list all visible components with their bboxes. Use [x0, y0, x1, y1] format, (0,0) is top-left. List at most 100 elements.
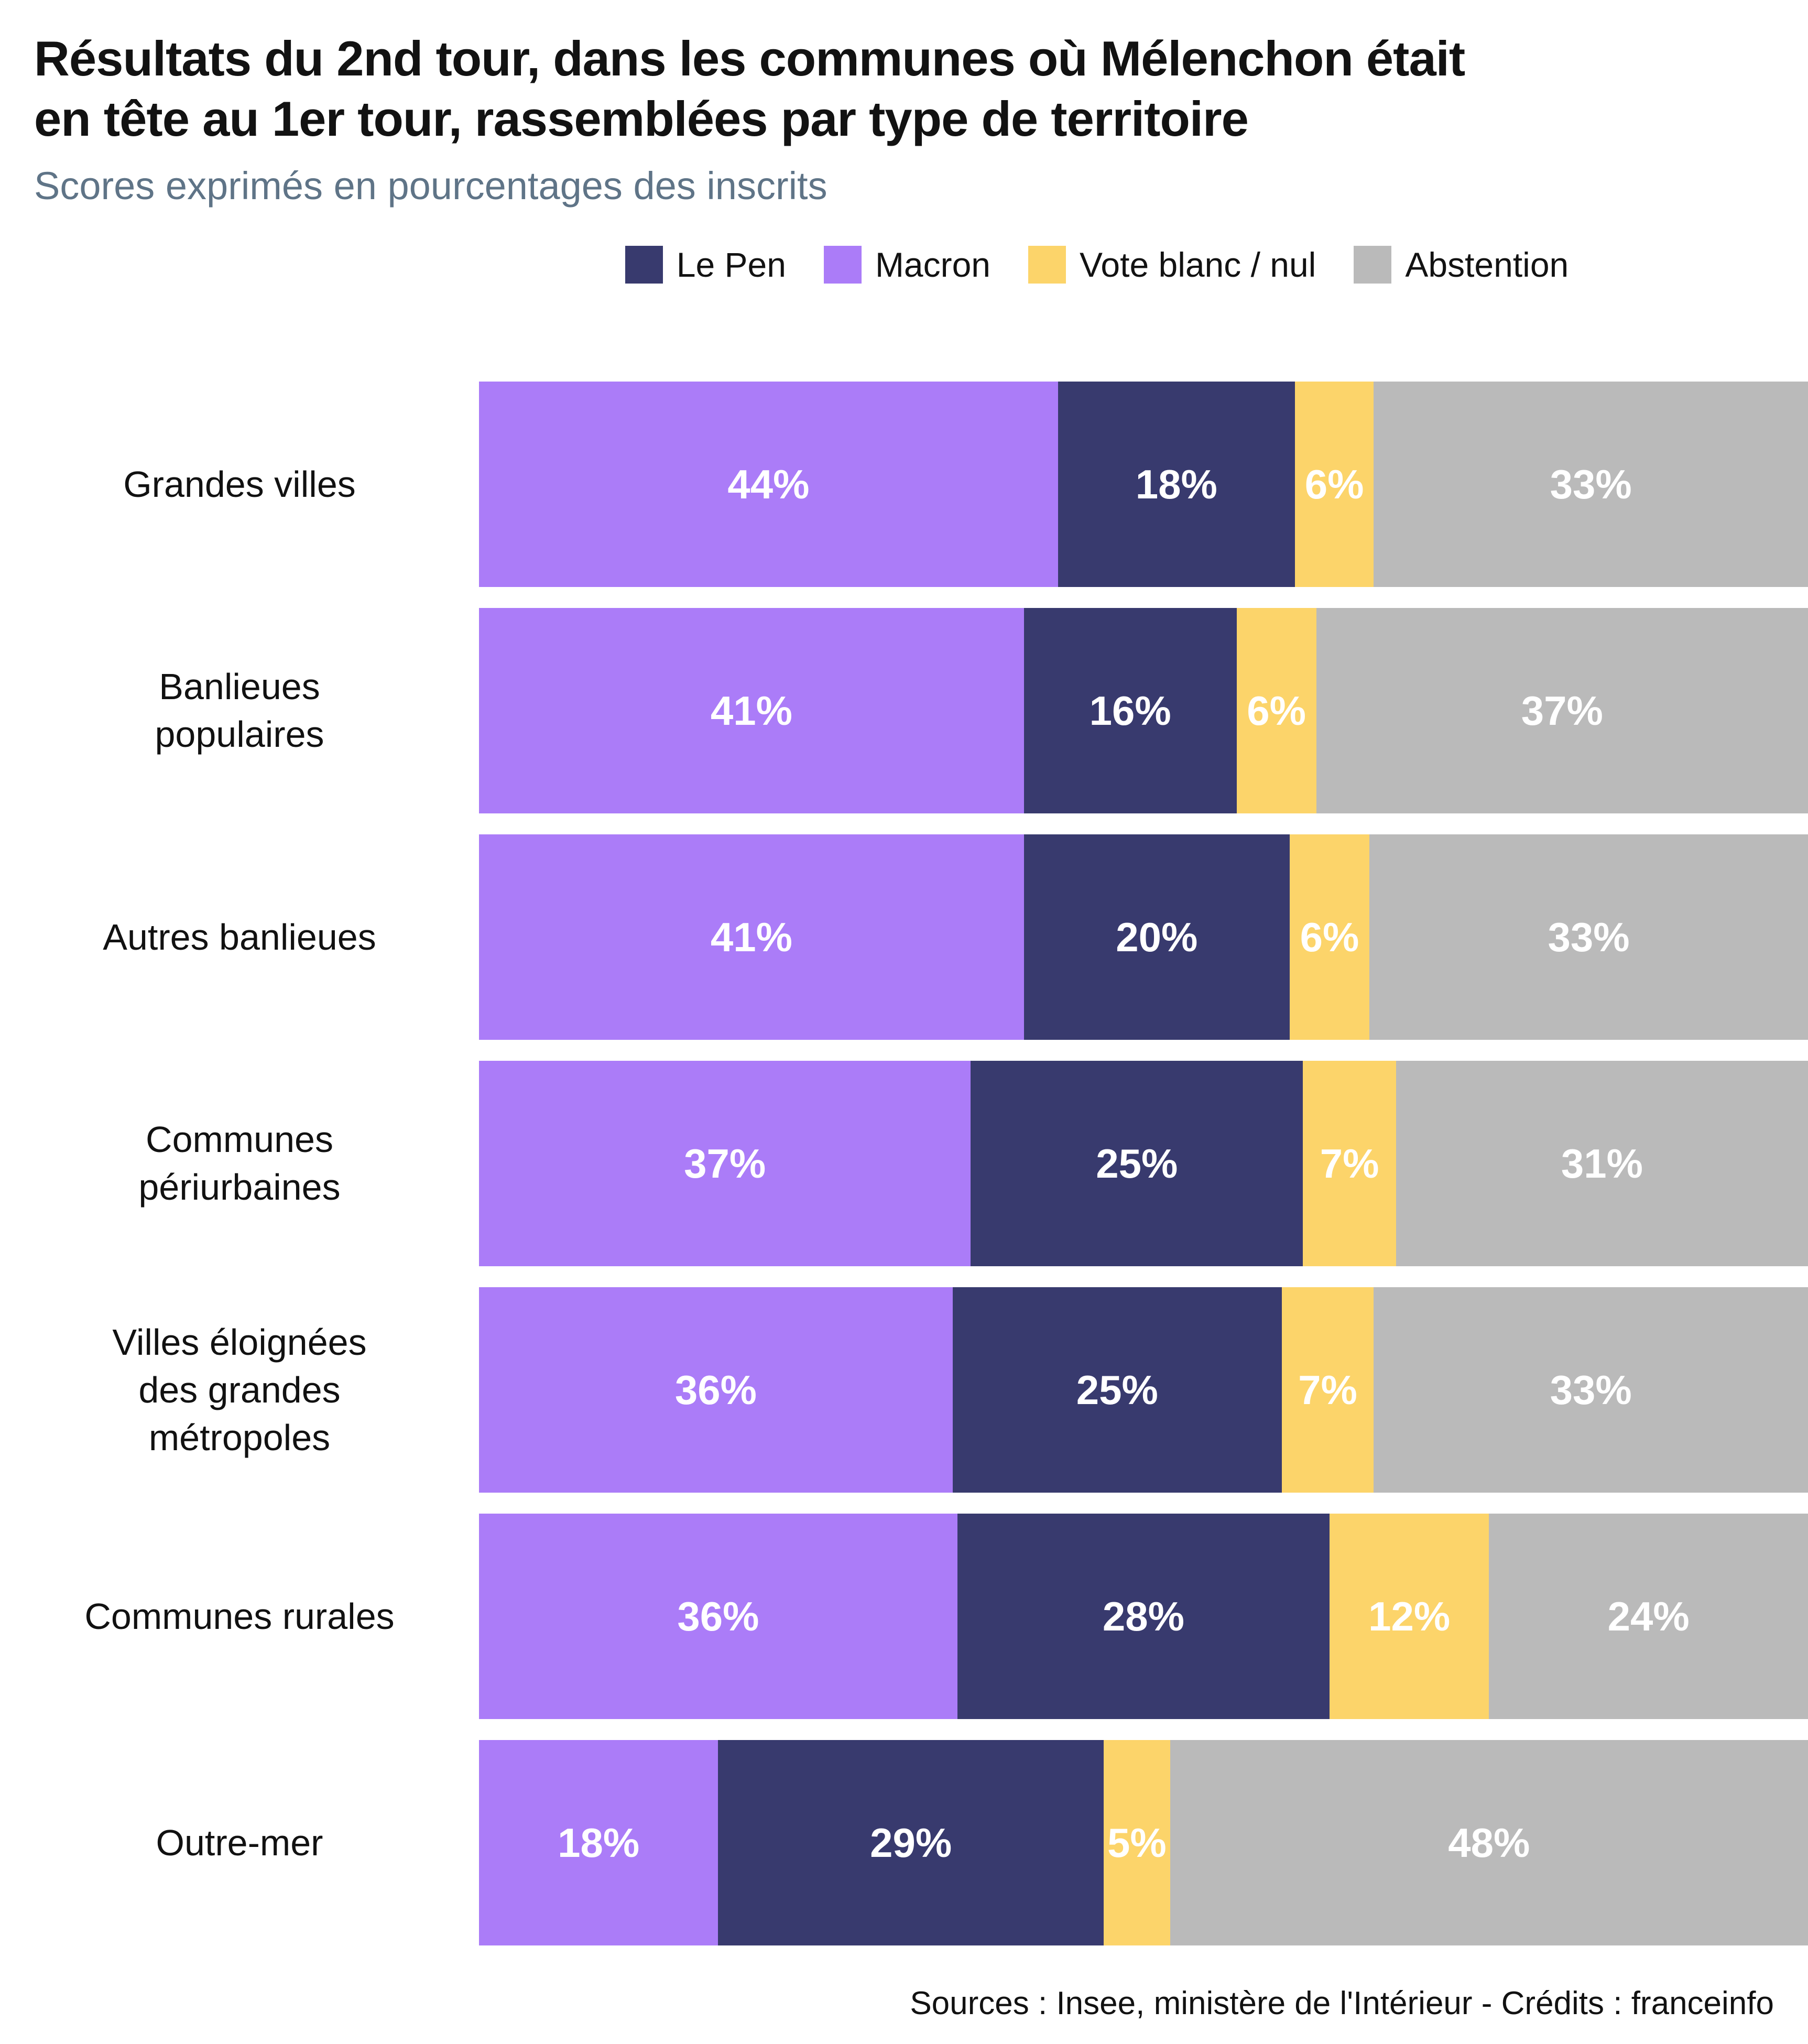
- legend-swatch-icon: [823, 246, 862, 284]
- row-label-line: Villes éloignées: [112, 1321, 367, 1363]
- bar-segment: 12%: [1330, 1514, 1489, 1720]
- segment-value-label: 6%: [1300, 914, 1359, 960]
- segment-value-label: 25%: [1076, 1366, 1158, 1413]
- bar-segment: 36%: [479, 1287, 953, 1493]
- bar-segment: 37%: [479, 1061, 971, 1267]
- segment-value-label: 41%: [710, 914, 792, 960]
- row-label-line: Grandes villes: [123, 463, 356, 505]
- legend-swatch-icon: [1354, 246, 1392, 284]
- legend-swatch-icon: [1028, 246, 1066, 284]
- legend-swatch-icon: [625, 246, 663, 284]
- bar-segment: 33%: [1369, 834, 1808, 1040]
- bar-segment: 24%: [1489, 1514, 1808, 1720]
- bar-segment: 18%: [1058, 382, 1295, 588]
- segment-value-label: 6%: [1247, 687, 1306, 734]
- legend: Le Pen Macron Vote blanc / nul Abstention: [479, 245, 1715, 285]
- segment-value-label: 29%: [870, 1819, 952, 1866]
- bar-segment: 29%: [718, 1740, 1104, 1946]
- segment-value-label: 31%: [1561, 1140, 1643, 1187]
- chart-row: Communes périurbaines 37% 25% 7% 31%: [0, 1061, 1808, 1267]
- segment-value-label: 16%: [1089, 687, 1171, 734]
- legend-item: Macron: [823, 245, 991, 285]
- row-label: Banlieues populaires: [0, 608, 479, 813]
- segment-value-label: 7%: [1298, 1366, 1357, 1413]
- row-label-line: des grandes: [138, 1369, 341, 1410]
- segment-value-label: 24%: [1607, 1593, 1690, 1639]
- chart-title: Résultats du 2nd tour, dans les communes…: [34, 29, 1777, 149]
- bar-segment: 48%: [1170, 1740, 1808, 1946]
- bar-segment: 7%: [1303, 1061, 1396, 1267]
- stacked-bar: 37% 25% 7% 31%: [479, 1061, 1808, 1267]
- row-label-line: Communes rurales: [84, 1595, 395, 1637]
- source-credits: Sources : Insee, ministère de l'Intérieu…: [910, 1985, 1774, 2021]
- row-label-line: Banlieues: [159, 666, 320, 708]
- bar-segment: 6%: [1236, 608, 1316, 814]
- segment-value-label: 18%: [1135, 461, 1217, 507]
- legend-item: Abstention: [1354, 245, 1569, 285]
- bar-segment: 44%: [479, 382, 1058, 588]
- bar-segment: 28%: [957, 1514, 1330, 1720]
- legend-label: Vote blanc / nul: [1080, 245, 1316, 285]
- bar-segment: 41%: [479, 834, 1024, 1040]
- segment-value-label: 28%: [1102, 1593, 1185, 1639]
- row-label-line: populaires: [155, 714, 324, 755]
- segment-value-label: 48%: [1448, 1819, 1530, 1866]
- bar-segment: 25%: [971, 1061, 1303, 1267]
- segment-value-label: 20%: [1116, 914, 1198, 960]
- stacked-bar: 36% 28% 12% 24%: [479, 1514, 1808, 1720]
- row-label-line: Autres banlieues: [103, 916, 376, 958]
- segment-value-label: 44%: [727, 461, 810, 507]
- bar-segment: 6%: [1289, 834, 1370, 1040]
- segment-value-label: 33%: [1550, 1366, 1632, 1413]
- row-label-line: Communes: [146, 1119, 333, 1160]
- chart-row: Grandes villes 44% 18% 6% 33%: [0, 382, 1808, 588]
- bar-segment: 18%: [479, 1740, 718, 1946]
- stacked-bar-chart: Grandes villes 44% 18% 6% 33% Banlieues popula…: [0, 382, 1808, 1946]
- row-label: Outre-mer: [0, 1740, 479, 1945]
- bar-segment: 20%: [1023, 834, 1290, 1040]
- segment-value-label: 33%: [1548, 914, 1630, 960]
- bar-segment: 25%: [952, 1287, 1282, 1493]
- legend-item: Vote blanc / nul: [1028, 245, 1316, 285]
- segment-value-label: 37%: [684, 1140, 766, 1187]
- segment-value-label: 25%: [1096, 1140, 1178, 1187]
- bar-segment: 41%: [479, 608, 1024, 814]
- bar-segment: 5%: [1103, 1740, 1170, 1946]
- bar-segment: 33%: [1374, 1287, 1808, 1493]
- segment-value-label: 18%: [558, 1819, 640, 1866]
- stacked-bar: 41% 16% 6% 37%: [479, 608, 1808, 814]
- segment-value-label: 41%: [710, 687, 792, 734]
- chart-row: Villes éloignées des grandes métropoles 36%…: [0, 1287, 1808, 1493]
- segment-value-label: 37%: [1521, 687, 1603, 734]
- chart-title-line-2: en tête au 1er tour, rassemblées par typ…: [34, 91, 1249, 146]
- row-label-line: Outre-mer: [156, 1822, 323, 1863]
- legend-item: Le Pen: [625, 245, 786, 285]
- bar-segment: 37%: [1316, 608, 1808, 814]
- legend-label: Le Pen: [676, 245, 786, 285]
- segment-value-label: 33%: [1550, 461, 1632, 507]
- bar-segment: 7%: [1281, 1287, 1374, 1493]
- chart-title-line-1: Résultats du 2nd tour, dans les communes…: [34, 31, 1465, 86]
- stacked-bar: 18% 29% 5% 48%: [479, 1740, 1808, 1946]
- row-label-line: métropoles: [148, 1417, 331, 1458]
- row-label: Autres banlieues: [0, 834, 479, 1040]
- legend-label: Abstention: [1405, 245, 1569, 285]
- row-label: Communes périurbaines: [0, 1061, 479, 1266]
- chart-subtitle: Scores exprimés en pourcentages des insc…: [34, 164, 827, 208]
- chart-row: Outre-mer 18% 29% 5% 48%: [0, 1740, 1808, 1946]
- stacked-bar: 44% 18% 6% 33%: [479, 382, 1808, 588]
- bar-segment: 31%: [1396, 1061, 1808, 1267]
- stacked-bar: 41% 20% 6% 33%: [479, 834, 1808, 1040]
- bar-segment: 6%: [1294, 382, 1374, 588]
- legend-label: Macron: [875, 245, 991, 285]
- chart-row: Autres banlieues 41% 20% 6% 33%: [0, 834, 1808, 1040]
- stacked-bar: 36% 25% 7% 33%: [479, 1287, 1808, 1493]
- segment-value-label: 5%: [1107, 1819, 1167, 1866]
- segment-value-label: 6%: [1304, 461, 1364, 507]
- bar-segment: 33%: [1374, 382, 1808, 588]
- chart-row: Communes rurales 36% 28% 12% 24%: [0, 1514, 1808, 1720]
- row-label-line: périurbaines: [138, 1167, 341, 1208]
- segment-value-label: 12%: [1368, 1593, 1451, 1639]
- chart-row: Banlieues populaires 41% 16% 6% 37%: [0, 608, 1808, 814]
- segment-value-label: 36%: [677, 1593, 759, 1639]
